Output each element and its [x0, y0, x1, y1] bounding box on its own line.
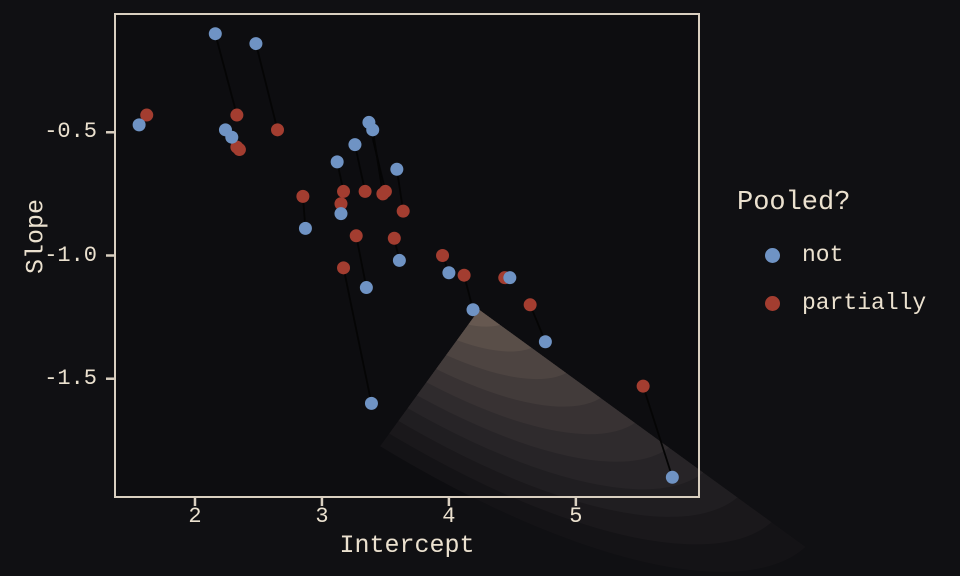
shrinkage-line — [529, 304, 547, 343]
point-not — [249, 37, 263, 51]
shrinkage-line — [371, 129, 384, 195]
shrinkage-line — [642, 385, 674, 478]
point-partially — [232, 143, 246, 157]
point-not — [132, 118, 146, 132]
point-partially — [337, 261, 351, 275]
point-partially — [230, 108, 244, 122]
point-not — [442, 266, 456, 280]
legend-item-partially: partially — [765, 290, 952, 316]
point-partially — [349, 229, 363, 243]
shrinkage-line — [355, 235, 368, 288]
y-tick-label: -1.0 — [44, 242, 97, 268]
y-tick-label: -0.5 — [44, 119, 97, 145]
x-tick-label: 5 — [569, 504, 583, 529]
x-tick-label: 3 — [315, 504, 329, 529]
legend: Pooled? not partially — [737, 188, 952, 338]
point-partially — [387, 231, 401, 245]
x-tick-label: 4 — [442, 504, 456, 529]
point-not — [503, 271, 517, 285]
shrinkage-line — [342, 267, 373, 404]
point-partially — [636, 379, 650, 393]
point-partially — [140, 108, 154, 122]
point-partially — [457, 268, 471, 282]
point-not — [538, 335, 552, 349]
point-partially — [271, 123, 285, 137]
point-not — [298, 221, 312, 235]
point-not — [359, 281, 373, 295]
legend-dot-partially-icon — [765, 295, 780, 311]
legend-label-not: not — [802, 242, 844, 268]
point-partially — [358, 184, 372, 198]
legend-title: Pooled? — [737, 188, 851, 218]
legend-dot-not-icon — [765, 247, 780, 263]
point-partially — [296, 189, 310, 203]
point-not — [330, 155, 344, 169]
shrinkage-line — [255, 43, 279, 131]
y-tick-label: -1.5 — [44, 365, 97, 391]
point-not — [466, 303, 480, 317]
legend-item-not: not — [765, 242, 952, 268]
point-not — [390, 162, 404, 176]
point-partially — [376, 187, 390, 201]
panel-frame — [114, 13, 700, 498]
shrinkage-line — [354, 144, 366, 192]
shrinkage-line — [214, 33, 238, 116]
y-axis-title: Slope — [21, 199, 51, 275]
point-not — [364, 396, 378, 410]
point-partially — [523, 298, 537, 312]
point-not — [208, 27, 222, 41]
point-not — [348, 138, 362, 152]
point-not — [392, 253, 406, 267]
point-not — [334, 207, 348, 221]
shrinkage-line — [395, 169, 405, 212]
point-partially — [337, 184, 351, 198]
x-axis-title: Intercept — [339, 531, 475, 560]
point-partially — [396, 204, 410, 218]
point-not — [366, 123, 380, 137]
point-not — [225, 130, 239, 144]
point-partially — [334, 197, 348, 211]
point-not — [665, 470, 679, 484]
legend-label-partially: partially — [802, 290, 927, 316]
point-partially — [436, 249, 450, 262]
x-tick-label: 2 — [188, 504, 202, 529]
